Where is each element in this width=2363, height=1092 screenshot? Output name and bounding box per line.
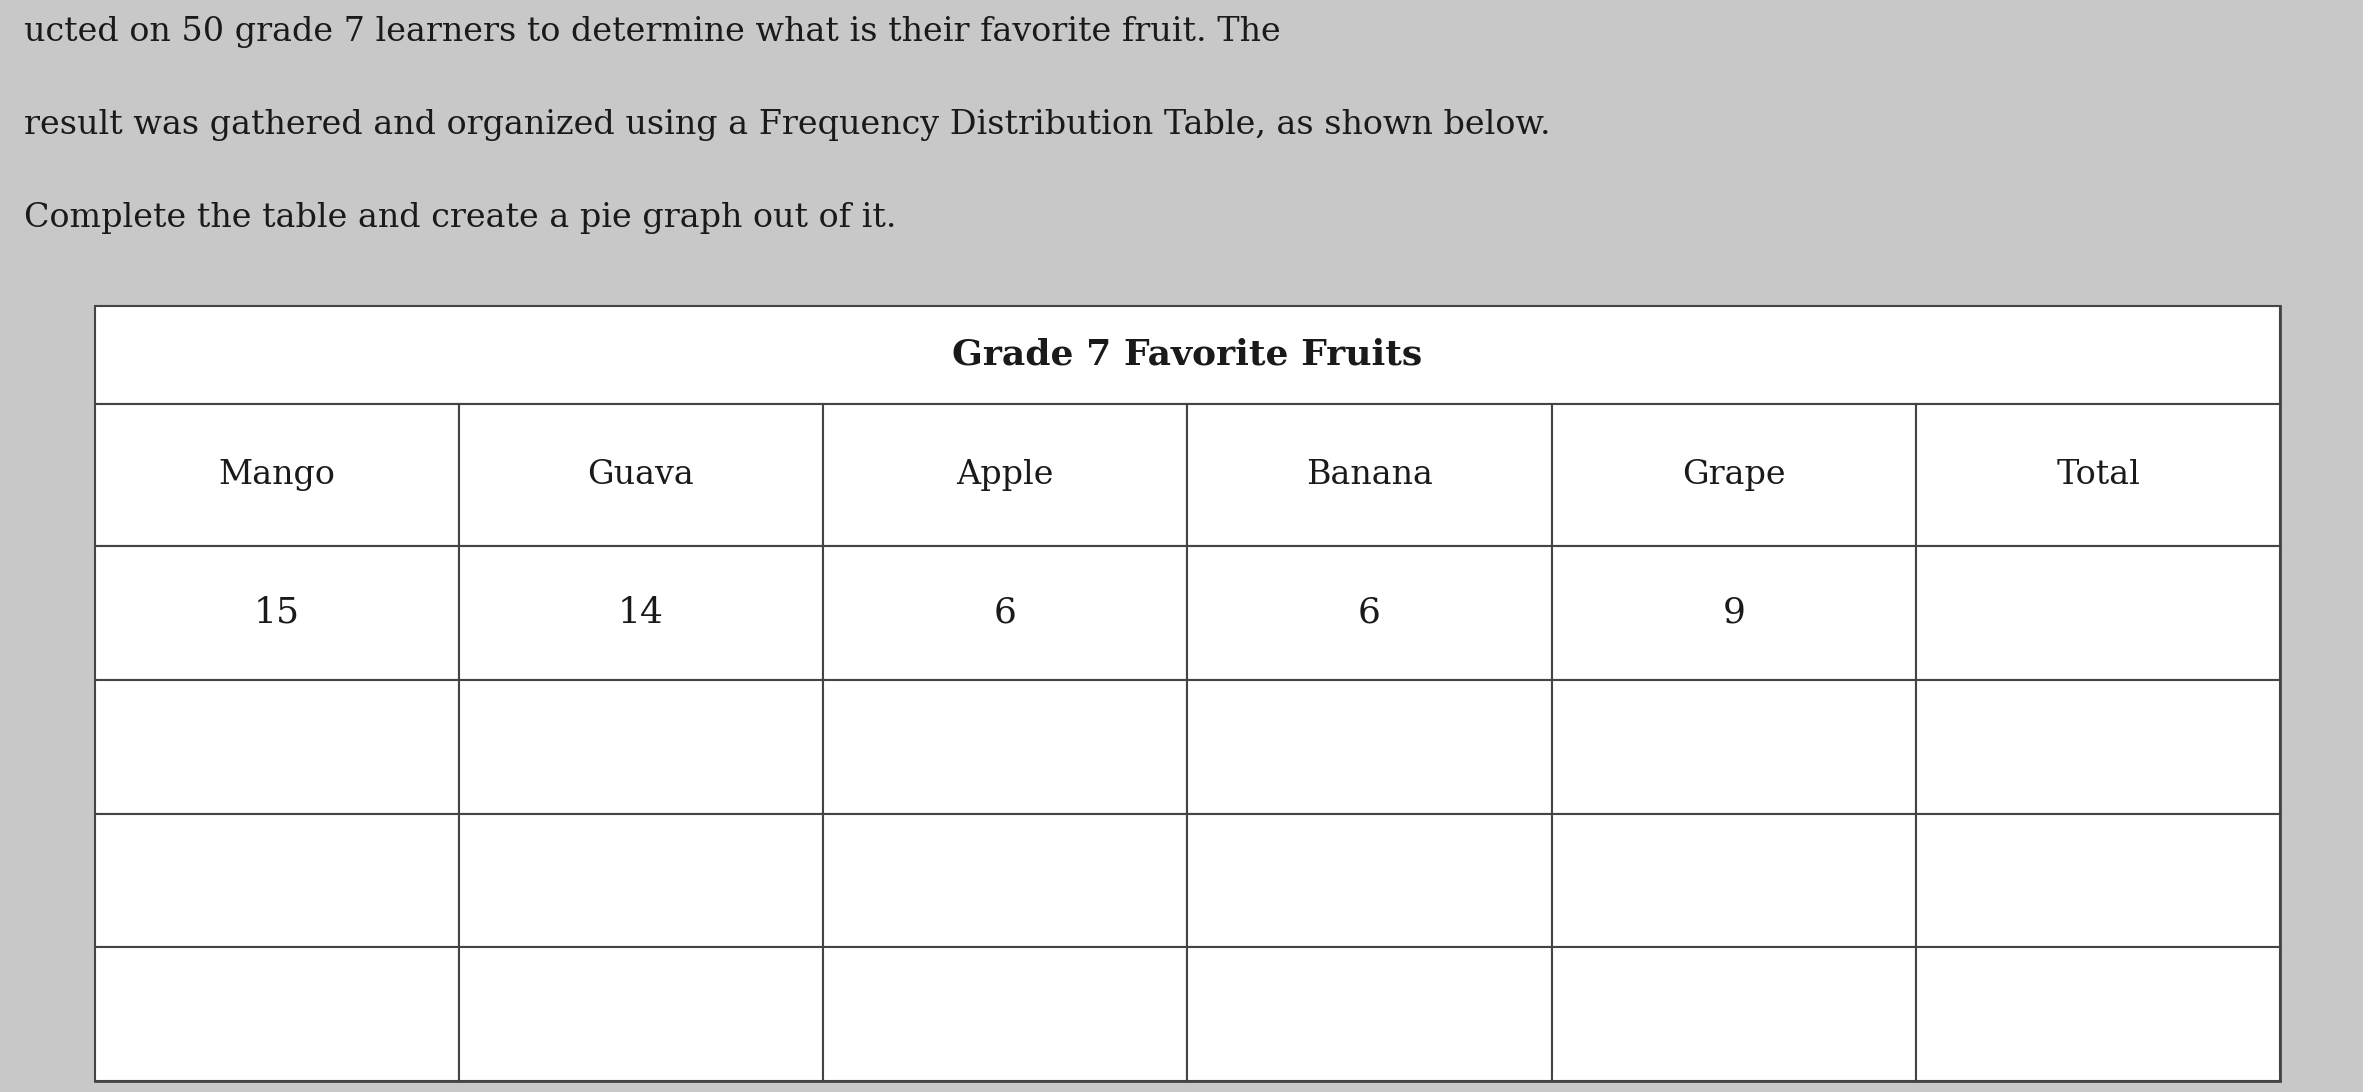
Bar bbox=[1552, 546, 1916, 679]
Text: result was gathered and organized using a Frequency Distribution Table, as shown: result was gathered and organized using … bbox=[24, 109, 1550, 141]
Bar bbox=[1916, 814, 2280, 947]
Bar bbox=[1552, 679, 1916, 814]
Bar bbox=[1186, 947, 1552, 1081]
Text: Grape: Grape bbox=[1682, 459, 1786, 491]
Text: Guava: Guava bbox=[588, 459, 695, 491]
Bar bbox=[95, 404, 458, 546]
Text: Complete the table and create a pie graph out of it.: Complete the table and create a pie grap… bbox=[24, 202, 896, 234]
Bar bbox=[1916, 947, 2280, 1081]
Bar bbox=[458, 947, 822, 1081]
Bar bbox=[458, 679, 822, 814]
Bar bbox=[458, 814, 822, 947]
Text: Total: Total bbox=[2056, 459, 2141, 491]
Bar bbox=[1916, 679, 2280, 814]
Bar bbox=[458, 546, 822, 679]
Bar bbox=[1552, 404, 1916, 546]
Text: ucted on 50 grade 7 learners to determine what is their favorite fruit. The: ucted on 50 grade 7 learners to determin… bbox=[24, 16, 1281, 48]
Text: Banana: Banana bbox=[1307, 459, 1432, 491]
Bar bbox=[95, 679, 458, 814]
Bar bbox=[95, 814, 458, 947]
Bar bbox=[822, 546, 1186, 679]
Bar bbox=[1186, 679, 1552, 814]
Text: 9: 9 bbox=[1723, 596, 1746, 630]
Text: Grade 7 Favorite Fruits: Grade 7 Favorite Fruits bbox=[952, 337, 1423, 372]
Text: 6: 6 bbox=[1359, 596, 1380, 630]
Bar bbox=[1916, 546, 2280, 679]
Text: 15: 15 bbox=[253, 596, 300, 630]
Bar bbox=[1552, 947, 1916, 1081]
Bar bbox=[822, 679, 1186, 814]
Bar bbox=[822, 404, 1186, 546]
Bar bbox=[822, 814, 1186, 947]
Bar bbox=[1186, 546, 1552, 679]
Bar bbox=[95, 306, 2280, 404]
Bar bbox=[1916, 404, 2280, 546]
Bar bbox=[1552, 814, 1916, 947]
Bar bbox=[458, 404, 822, 546]
Bar bbox=[95, 546, 458, 679]
Text: Mango: Mango bbox=[217, 459, 336, 491]
Text: 14: 14 bbox=[619, 596, 664, 630]
Text: Apple: Apple bbox=[957, 459, 1054, 491]
Bar bbox=[95, 947, 458, 1081]
Text: 6: 6 bbox=[995, 596, 1016, 630]
Bar bbox=[1186, 814, 1552, 947]
Bar bbox=[95, 306, 2280, 1081]
Bar bbox=[822, 947, 1186, 1081]
Bar bbox=[1186, 404, 1552, 546]
